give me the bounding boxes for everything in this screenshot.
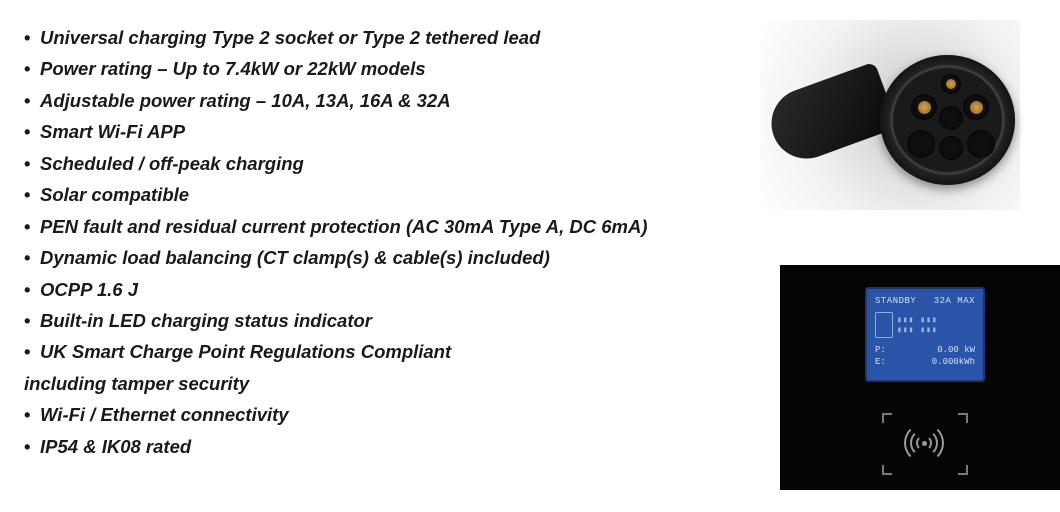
connector-pin: [967, 130, 995, 158]
screen-car-icon: [875, 312, 893, 338]
feature-item: Built-in LED charging status indicator: [24, 305, 744, 336]
rfid-reader-icon: [898, 423, 950, 463]
feature-item: Universal charging Type 2 socket or Type…: [24, 22, 744, 53]
connector-pin: [963, 94, 989, 120]
connector-plug-face: [890, 65, 1005, 175]
rfid-arc: [916, 435, 932, 451]
feature-list-container: Universal charging Type 2 socket or Type…: [24, 22, 744, 462]
screen-power-row: P: 0.00 kW: [875, 344, 975, 357]
screen-e-label: E:: [875, 356, 886, 369]
connector-pin: [911, 94, 937, 120]
feature-item: Dynamic load balancing (CT clamp(s) & ca…: [24, 242, 744, 273]
feature-item: including tamper security: [24, 368, 744, 399]
screen-p-label: P:: [875, 344, 886, 357]
connector-pin: [907, 130, 935, 158]
screen-top-row: STANDBY 32A MAX: [875, 295, 975, 308]
feature-item: Scheduled / off-peak charging: [24, 148, 744, 179]
connector-pin: [941, 74, 961, 94]
feature-item: UK Smart Charge Point Regulations Compli…: [24, 336, 744, 367]
screen-energy-value: 0.000kWh: [932, 356, 975, 369]
feature-item: IP54 & IK08 rated: [24, 431, 744, 462]
charger-display-image: STANDBY 32A MAX ▮▮▮ ▮▮▮ ▮▮▮ ▮▮▮ P: 0.00 …: [780, 265, 1060, 490]
feature-item: Power rating – Up to 7.4kW or 22kW model…: [24, 53, 744, 84]
screen-energy-row: E: 0.000kWh: [875, 356, 975, 369]
screen-bars: ▮▮▮ ▮▮▮: [897, 315, 975, 325]
screen-max: 32A MAX: [934, 295, 975, 308]
charger-lcd-screen: STANDBY 32A MAX ▮▮▮ ▮▮▮ ▮▮▮ ▮▮▮ P: 0.00 …: [865, 287, 985, 382]
feature-item: OCPP 1.6 J: [24, 274, 744, 305]
screen-icon-block: ▮▮▮ ▮▮▮ ▮▮▮ ▮▮▮: [875, 312, 975, 338]
screen-power-value: 0.00 kW: [937, 344, 975, 357]
feature-item: Wi-Fi / Ethernet connectivity: [24, 399, 744, 430]
feature-item: PEN fault and residual current protectio…: [24, 211, 744, 242]
reader-corner: [882, 465, 892, 475]
feature-item: Solar compatible: [24, 179, 744, 210]
reader-corner: [958, 465, 968, 475]
connector-image: [760, 20, 1020, 210]
reader-corner: [882, 413, 892, 423]
feature-item: Adjustable power rating – 10A, 13A, 16A …: [24, 85, 744, 116]
connector-pin: [939, 106, 963, 130]
feature-item: Smart Wi-Fi APP: [24, 116, 744, 147]
reader-corner: [958, 413, 968, 423]
screen-status: STANDBY: [875, 295, 916, 308]
connector-handle: [762, 62, 899, 169]
screen-bars: ▮▮▮ ▮▮▮: [897, 325, 975, 335]
connector-plug-body: [880, 55, 1015, 185]
connector-pin: [939, 136, 963, 160]
feature-list: Universal charging Type 2 socket or Type…: [24, 22, 744, 462]
